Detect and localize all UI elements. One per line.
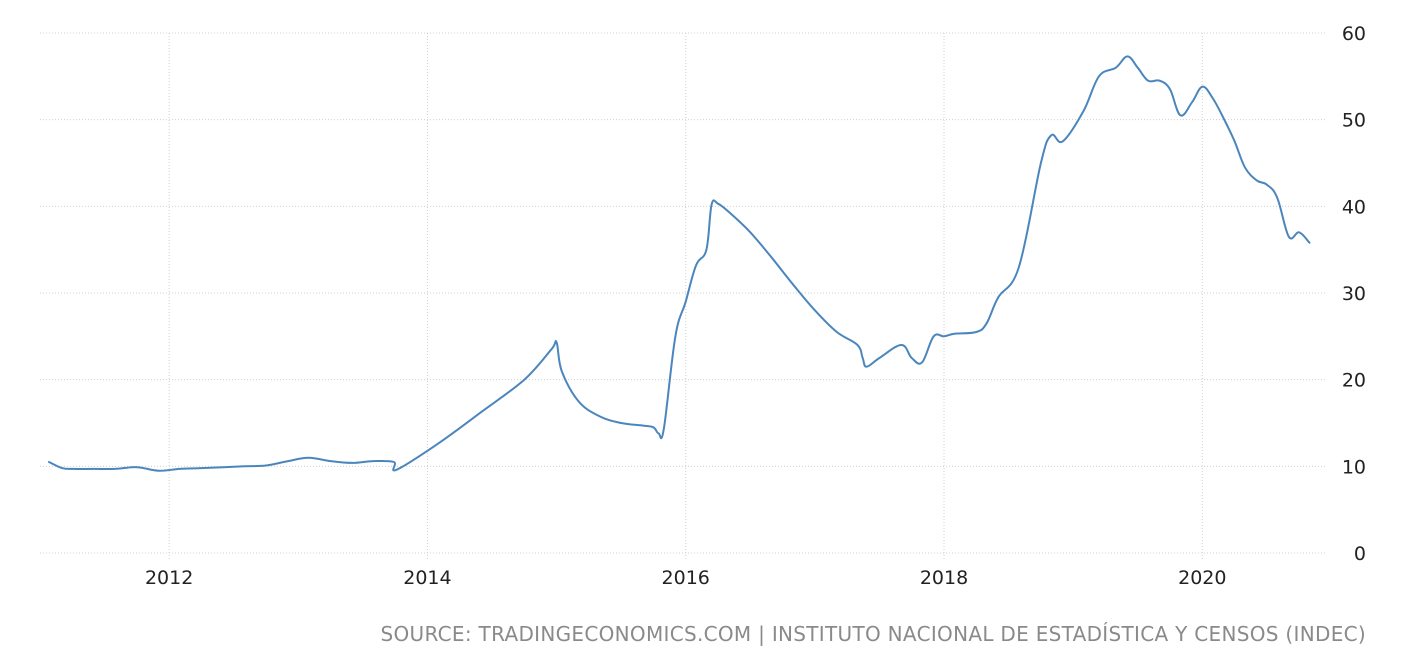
grid-lines: [40, 32, 1325, 561]
y-tick-label: 60: [1342, 23, 1366, 45]
x-tick-label: 2016: [662, 567, 710, 589]
x-tick-label: 2020: [1178, 567, 1226, 589]
x-tick-label: 2012: [145, 567, 193, 589]
series-line: [48, 55, 1311, 472]
x-tick-label: 2018: [920, 567, 968, 589]
y-tick-label: 50: [1342, 110, 1366, 132]
source-caption: SOURCE: TRADINGECONOMICS.COM | INSTITUTO…: [380, 622, 1366, 646]
y-tick-label: 10: [1342, 456, 1366, 478]
y-tick-label: 20: [1342, 370, 1366, 392]
y-axis-ticks: 0 10 20 30 40 50 60: [1342, 23, 1366, 565]
x-tick-label: 2014: [403, 567, 451, 589]
y-tick-label: 40: [1342, 196, 1366, 218]
series-layer: [48, 55, 1311, 472]
y-tick-label: 0: [1354, 543, 1366, 565]
y-tick-label: 30: [1342, 283, 1366, 305]
x-axis-ticks: 2012 2014 2016 2018 2020: [145, 567, 1227, 589]
